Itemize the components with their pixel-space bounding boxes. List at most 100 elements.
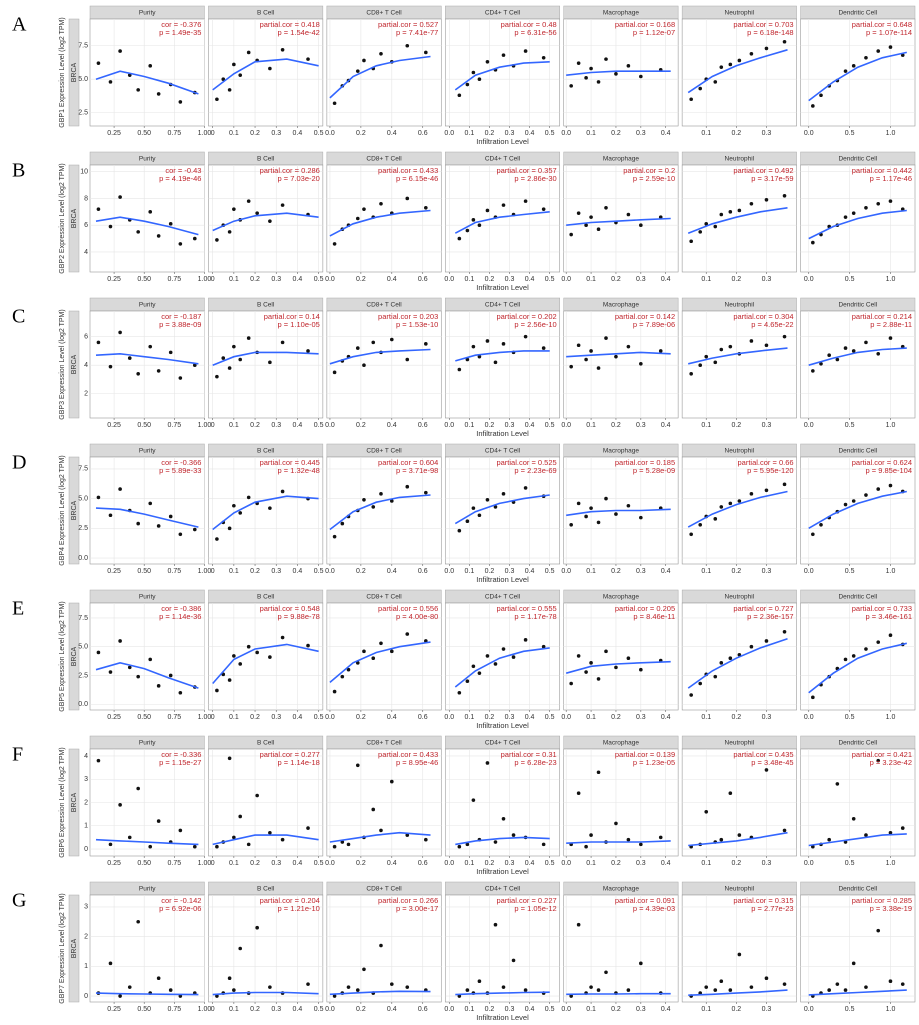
panel-letter: A bbox=[12, 14, 27, 36]
cor-label: partial.cor = 0.604 bbox=[378, 458, 438, 467]
y-tick-label: 6 bbox=[84, 222, 88, 229]
x-tick-label: 0.75 bbox=[168, 568, 182, 575]
trend-line bbox=[329, 990, 431, 996]
x-tick-label: 0.2 bbox=[485, 714, 495, 721]
p-label: p = 6.92e-06 bbox=[159, 904, 201, 913]
plot-area bbox=[326, 894, 442, 1003]
point bbox=[96, 61, 101, 65]
point bbox=[255, 793, 259, 798]
x-tick-label: 0.1 bbox=[465, 714, 475, 721]
point bbox=[96, 340, 101, 345]
point bbox=[232, 344, 236, 349]
point bbox=[156, 369, 161, 373]
x-tick-label: 0.2 bbox=[731, 860, 741, 867]
strip-label: BRCA bbox=[71, 62, 78, 82]
p-label: p = 3.46e-161 bbox=[866, 612, 913, 621]
point bbox=[719, 979, 724, 983]
y-tick-label: 8 bbox=[84, 195, 88, 202]
x-tick-label: 0.2 bbox=[731, 130, 741, 137]
point bbox=[501, 816, 506, 821]
point bbox=[501, 203, 506, 207]
strip bbox=[68, 602, 80, 711]
point bbox=[108, 513, 113, 518]
trend-line bbox=[808, 642, 907, 694]
x-tick-label: 0.2 bbox=[611, 130, 621, 137]
point bbox=[614, 512, 618, 516]
cor-label: partial.cor = 0.204 bbox=[260, 896, 320, 905]
point bbox=[390, 982, 394, 986]
point bbox=[178, 828, 183, 833]
point bbox=[569, 681, 573, 686]
x-tick-label: 0.3 bbox=[636, 860, 646, 867]
point bbox=[626, 988, 631, 992]
point bbox=[379, 943, 383, 948]
cor-label: partial.cor = 0.304 bbox=[733, 312, 793, 321]
x-tick-label: 0.4 bbox=[525, 422, 535, 429]
point bbox=[215, 374, 219, 379]
point bbox=[192, 527, 197, 532]
point bbox=[604, 970, 608, 975]
x-tick-label: 1.0 bbox=[886, 714, 896, 721]
p-label: p = 6.31e-56 bbox=[514, 28, 556, 37]
point bbox=[379, 492, 383, 496]
x-tick-label: 0.1 bbox=[229, 1006, 239, 1013]
point bbox=[888, 199, 893, 203]
cor-label: partial.cor = 0.214 bbox=[852, 312, 912, 321]
x-tick-label: 0.5 bbox=[845, 714, 855, 721]
x-tick-label: 0.5 bbox=[545, 1006, 555, 1013]
point bbox=[268, 506, 272, 510]
point bbox=[876, 928, 881, 933]
point bbox=[379, 641, 383, 646]
point bbox=[405, 357, 410, 362]
x-tick-label: 0.1 bbox=[701, 1006, 711, 1013]
trend-line bbox=[688, 831, 788, 847]
x-tick-label: 0.2 bbox=[485, 422, 495, 429]
x-tick-label: 0.3 bbox=[271, 130, 281, 137]
point bbox=[156, 819, 161, 823]
trend-line bbox=[329, 55, 431, 99]
panel-title: Neutrophil bbox=[725, 10, 755, 17]
point bbox=[280, 489, 285, 494]
point bbox=[819, 93, 823, 98]
trend-line bbox=[95, 838, 199, 846]
plot-area bbox=[89, 456, 205, 565]
x-tick-label: 1.00 bbox=[198, 860, 212, 867]
point bbox=[268, 219, 272, 223]
point bbox=[232, 62, 236, 67]
point bbox=[764, 488, 769, 493]
x-tick-label: 0 bbox=[211, 860, 215, 867]
point bbox=[246, 199, 251, 203]
point bbox=[238, 357, 243, 362]
p-label: p = 1.53e-10 bbox=[396, 320, 438, 329]
point bbox=[589, 833, 593, 837]
plot-area bbox=[800, 602, 916, 711]
plot-area bbox=[326, 456, 442, 565]
point bbox=[811, 104, 815, 108]
point bbox=[362, 967, 366, 972]
point bbox=[477, 979, 482, 983]
x-tick-label: 1.00 bbox=[198, 130, 212, 137]
x-tick-label: 0.0 bbox=[561, 860, 571, 867]
x-tick-label: 0.6 bbox=[418, 130, 428, 137]
point bbox=[864, 206, 868, 210]
p-label: p = 3.38e-19 bbox=[870, 904, 912, 913]
p-label: p = 4.65e-22 bbox=[751, 320, 793, 329]
point bbox=[424, 837, 428, 842]
y-tick-label: 5.0 bbox=[78, 495, 88, 502]
point bbox=[689, 97, 693, 102]
point bbox=[626, 212, 631, 217]
strip-label: BRCA bbox=[71, 646, 78, 666]
point bbox=[268, 830, 272, 835]
x-tick-label: 0.2 bbox=[250, 568, 260, 575]
trend-line bbox=[329, 641, 431, 684]
x-axis-label: Infiltration Level bbox=[476, 137, 529, 146]
x-tick-label: 0.5 bbox=[314, 568, 324, 575]
strip bbox=[68, 310, 80, 419]
point bbox=[728, 791, 733, 795]
point bbox=[689, 371, 693, 376]
cor-label: partial.cor = 0.48 bbox=[501, 20, 557, 29]
point bbox=[541, 644, 546, 649]
p-label: p = 5.89e-33 bbox=[159, 466, 201, 475]
point bbox=[465, 519, 470, 523]
trend-line bbox=[566, 217, 671, 226]
